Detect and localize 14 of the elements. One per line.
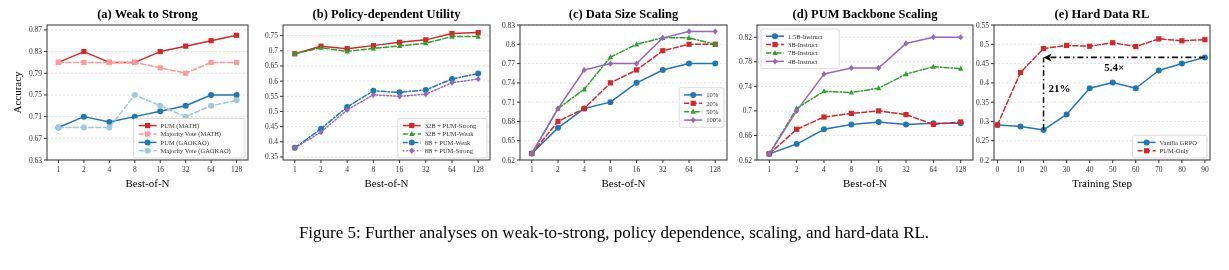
- chart-title: (d) PUM Backbone Scaling: [792, 7, 939, 21]
- chart-title: (b) Policy-dependent Utility: [312, 7, 462, 21]
- x-axis-title: Best-of-N: [601, 177, 646, 189]
- chart-title: (e) Hard Data RL: [1054, 7, 1150, 21]
- chart-title: (c) Data Size Scaling: [568, 7, 679, 21]
- annotation: 21%: [1048, 81, 1071, 94]
- text: Figure 5: Further analyses on weak-to-strong, policy dependence, scaling, and hard-data RL.: [298, 223, 930, 242]
- x-axis-title: Best-of-N: [364, 177, 409, 189]
- x-axis-title: Best-of-N: [843, 177, 888, 189]
- chart-title: (a) Weak to Strong: [97, 7, 199, 21]
- annotation: 5.4×: [1104, 61, 1125, 74]
- x-axis-title: Best-of-N: [125, 177, 170, 189]
- y-axis-title: Accuracy: [11, 70, 23, 114]
- x-axis-title: Training Step: [1072, 177, 1133, 189]
